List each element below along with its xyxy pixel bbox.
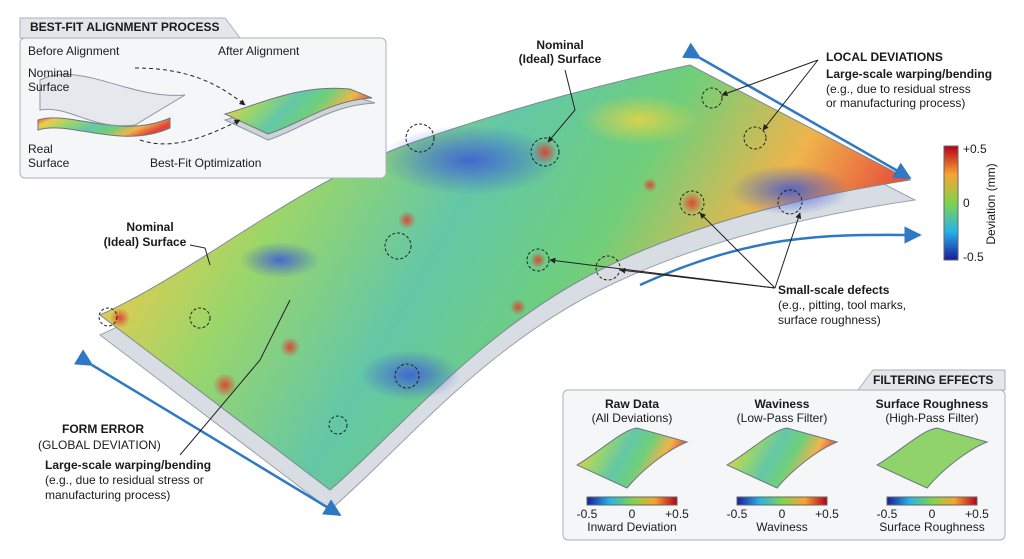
scale-label: +0.5 xyxy=(665,507,689,521)
callout: Large-scale warping/bending xyxy=(45,458,211,472)
extent-arrow xyxy=(681,42,912,180)
panel-subtitle: (Low-Pass Filter) xyxy=(737,411,828,425)
callout: (e.g., due to residual stress or xyxy=(45,473,204,487)
callout: (e.g., due to residual stress xyxy=(826,82,971,96)
colorbar: +0.5 0 -0.5 Deviation (mm) xyxy=(943,142,998,264)
callout: (Ideal) Surface xyxy=(104,235,187,249)
colorbar-label: 0 xyxy=(963,196,970,210)
panel-caption: Inward Deviation xyxy=(587,520,676,534)
callout: (e.g., pitting, tool marks, xyxy=(778,298,906,312)
scale-label: +0.5 xyxy=(815,507,839,521)
defect-marker xyxy=(98,87,803,435)
label: Real xyxy=(28,142,53,156)
callout: surface roughness) xyxy=(778,313,881,327)
label: Nominal xyxy=(28,66,72,80)
callout-title: FORM ERROR xyxy=(62,422,144,436)
panel-caption: Waviness xyxy=(756,520,808,534)
callout-title: Small-scale defects xyxy=(778,283,890,297)
callout: Nominal xyxy=(536,38,583,52)
callout-title: LOCAL DEVIATIONS xyxy=(826,50,943,64)
callout: Large-scale warping/bending xyxy=(826,67,992,81)
scale-label: -0.5 xyxy=(577,507,598,521)
colorbar-title: Deviation (mm) xyxy=(984,163,998,244)
colorbar-label: -0.5 xyxy=(963,250,984,264)
panel-title: BEST-FIT ALIGNMENT PROCESS xyxy=(30,20,220,34)
mini-surface xyxy=(725,427,839,489)
colorbar-label: +0.5 xyxy=(963,142,987,156)
filtering-panel: FILTERING EFFECTS Raw Data(All Deviation… xyxy=(562,369,1006,541)
panel-title: Waviness xyxy=(755,397,810,411)
mini-colorbar xyxy=(586,496,678,506)
extent-arrow xyxy=(73,349,342,517)
scale-label: 0 xyxy=(929,507,936,521)
panel-title: FILTERING EFFECTS xyxy=(873,373,993,387)
extent-arrow xyxy=(639,226,922,287)
callout: (Ideal) Surface xyxy=(519,52,602,66)
leader-line xyxy=(179,59,819,456)
callout: or manufacturing process) xyxy=(826,96,965,110)
label: After Alignment xyxy=(218,44,300,58)
panel-title: Raw Data xyxy=(605,397,659,411)
mini-surface xyxy=(575,427,689,489)
mini-colorbar xyxy=(736,496,828,506)
label: Best-Fit Optimization xyxy=(150,156,261,170)
callout: Nominal xyxy=(126,220,173,234)
panel-title: Surface Roughness xyxy=(876,397,989,411)
label: Before Alignment xyxy=(28,44,120,58)
label: Surface xyxy=(28,156,70,170)
scale-label: -0.5 xyxy=(877,507,898,521)
mini-colorbar xyxy=(886,496,978,506)
alignment-panel: BEST-FIT ALIGNMENT PROCESS Before Alignm… xyxy=(19,17,387,179)
panel-caption: Surface Roughness xyxy=(879,520,984,534)
callout: manufacturing process) xyxy=(45,488,170,502)
panel-subtitle: (All Deviations) xyxy=(592,411,673,425)
mini-surface xyxy=(875,427,989,489)
scale-label: -0.5 xyxy=(727,507,748,521)
scale-label: +0.5 xyxy=(965,507,989,521)
scale-label: 0 xyxy=(779,507,786,521)
callout: (GLOBAL DEVIATION) xyxy=(38,438,161,452)
scale-label: 0 xyxy=(629,507,636,521)
label: Surface xyxy=(28,80,70,94)
panel-subtitle: (High-Pass Filter) xyxy=(885,411,978,425)
